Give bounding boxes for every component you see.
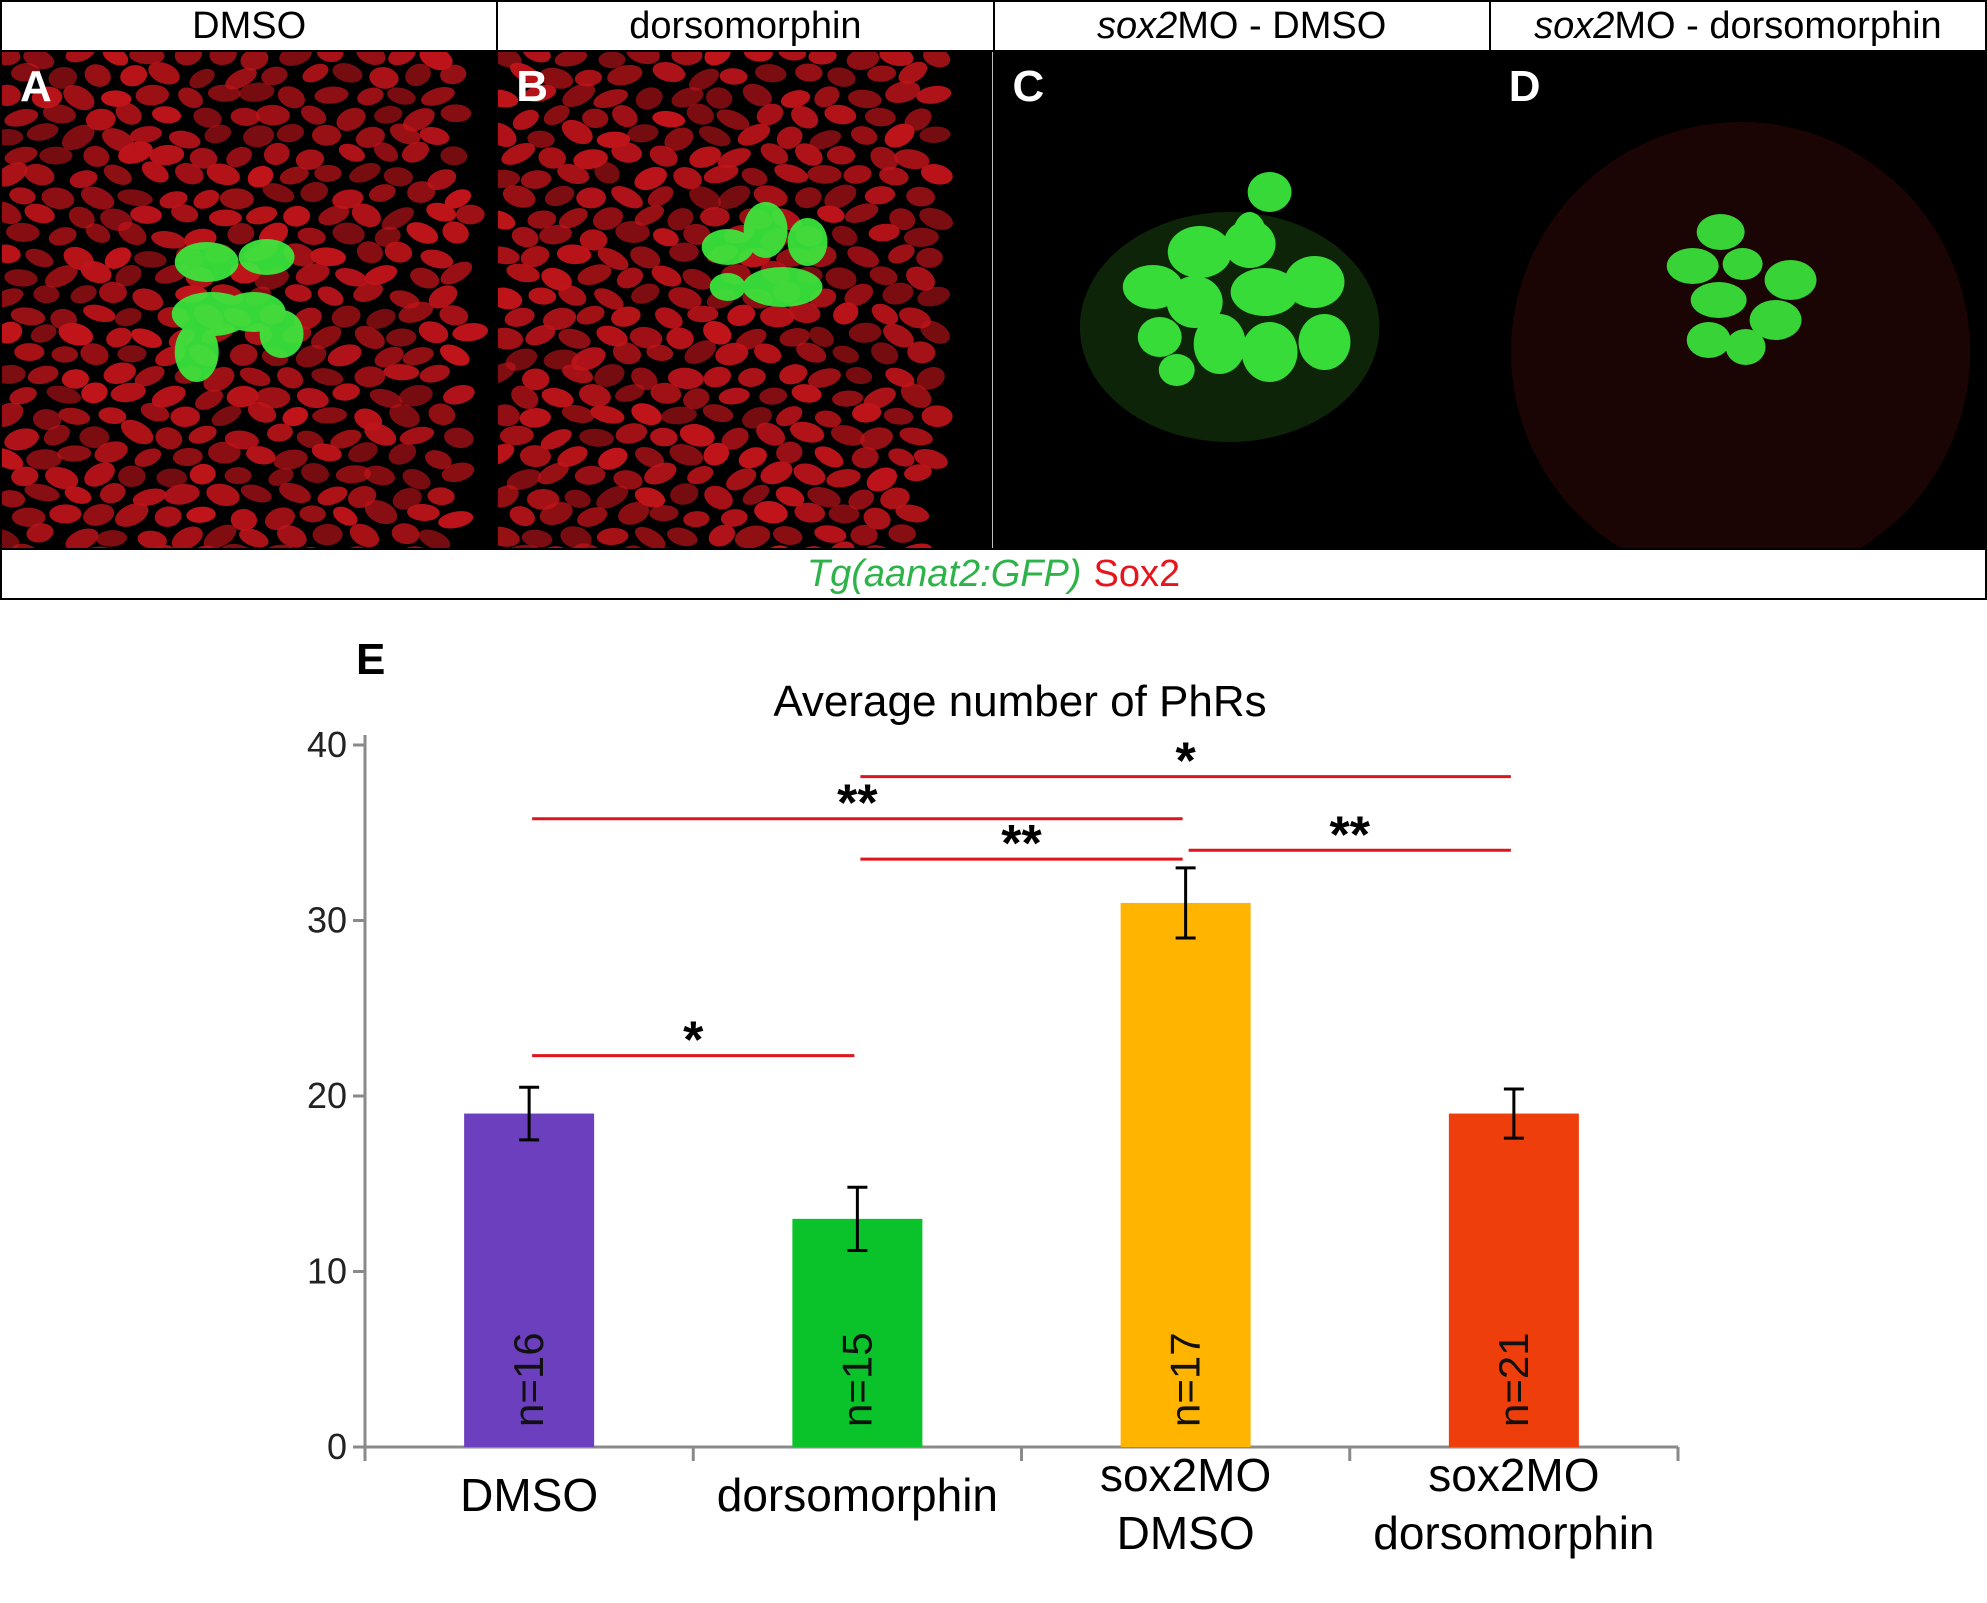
category-label: sox2MO: [1428, 1449, 1599, 1501]
panel-d-image: D: [1490, 52, 1985, 548]
chart-title: Average number of PhRs: [773, 677, 1266, 726]
panel-letter-c: C: [1012, 62, 1045, 111]
significance-label: **: [1001, 815, 1042, 873]
panel-header-row: DMSO dorsomorphin sox2 MO - DMSO sox2 MO -…: [2, 2, 1985, 52]
panel-a-image: A: [2, 52, 499, 548]
header-dorsomorphin: dorsomorphin: [498, 2, 995, 50]
n-label: n=16: [505, 1332, 552, 1427]
category-label: DMSO: [460, 1469, 598, 1521]
n-label: n=17: [1162, 1332, 1209, 1427]
category-label: dorsomorphin: [717, 1469, 998, 1521]
n-label: n=21: [1490, 1332, 1537, 1427]
legend-gfp-label: Tg(aanat2:GFP): [806, 552, 1082, 595]
panel-c-micrograph: [994, 52, 1489, 548]
panel-d-micrograph: [1490, 52, 1985, 548]
category-label: sox2MO: [1100, 1449, 1271, 1501]
y-tick-label: 30: [307, 900, 347, 941]
category-label: dorsomorphin: [1373, 1507, 1654, 1559]
header-dmso: DMSO: [2, 2, 499, 50]
y-tick-label: 40: [307, 724, 347, 765]
micrograph-figure: DMSO dorsomorphin sox2 MO - DMSO sox2 MO -…: [0, 0, 1987, 600]
panel-letter-a: A: [20, 62, 52, 111]
y-tick-label: 20: [307, 1075, 347, 1116]
bars: n=16 n=15 n=17 n=21: [464, 866, 1579, 1447]
y-tick-label: 10: [307, 1251, 347, 1292]
n-label: n=15: [833, 1332, 880, 1427]
axes: 0 10 20 30 40 DMSO dorsomorphin sox2MO DMSO sox2M…: [307, 724, 1680, 1559]
significance-brackets: ********: [532, 733, 1511, 1070]
y-tick-label: 0: [327, 1426, 347, 1467]
panel-letter-e: E: [356, 635, 385, 684]
panel-row: A B: [2, 52, 1985, 548]
bar: [792, 1218, 923, 1447]
panel-c-image: C: [994, 52, 1491, 548]
significance-label: **: [1330, 806, 1371, 864]
bar: [1448, 1113, 1579, 1447]
bar: [464, 1113, 595, 1447]
panel-b-micrograph: [498, 52, 993, 548]
header-sox2mo-dorsomorphin: sox2 MO - dorsomorphin: [1534, 4, 1942, 47]
significance-label: **: [837, 775, 878, 833]
bar: [1120, 902, 1251, 1447]
panel-a-micrograph: [2, 52, 497, 548]
legend-sox2-label: Sox2: [1093, 552, 1181, 595]
significance-label: *: [1176, 733, 1197, 791]
bar-chart-svg: E Average number of PhRs 0 10 20 30 40 DMSO do…: [307, 635, 1680, 1559]
significance-label: *: [683, 1012, 704, 1070]
panel-b-image: B: [498, 52, 995, 548]
stain-legend: Tg(aanat2:GFP) Sox2: [2, 548, 1985, 598]
category-label: DMSO: [1117, 1507, 1255, 1559]
bar-chart: E Average number of PhRs 0 10 20 30 40 DMSO do…: [0, 620, 1987, 1598]
panel-letter-d: D: [1508, 62, 1541, 111]
panel-letter-b: B: [516, 62, 549, 111]
header-sox2mo-dmso: sox2 MO - DMSO: [995, 2, 1491, 50]
